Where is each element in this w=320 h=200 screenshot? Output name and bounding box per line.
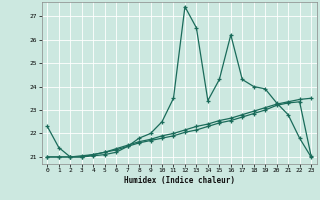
- X-axis label: Humidex (Indice chaleur): Humidex (Indice chaleur): [124, 176, 235, 185]
